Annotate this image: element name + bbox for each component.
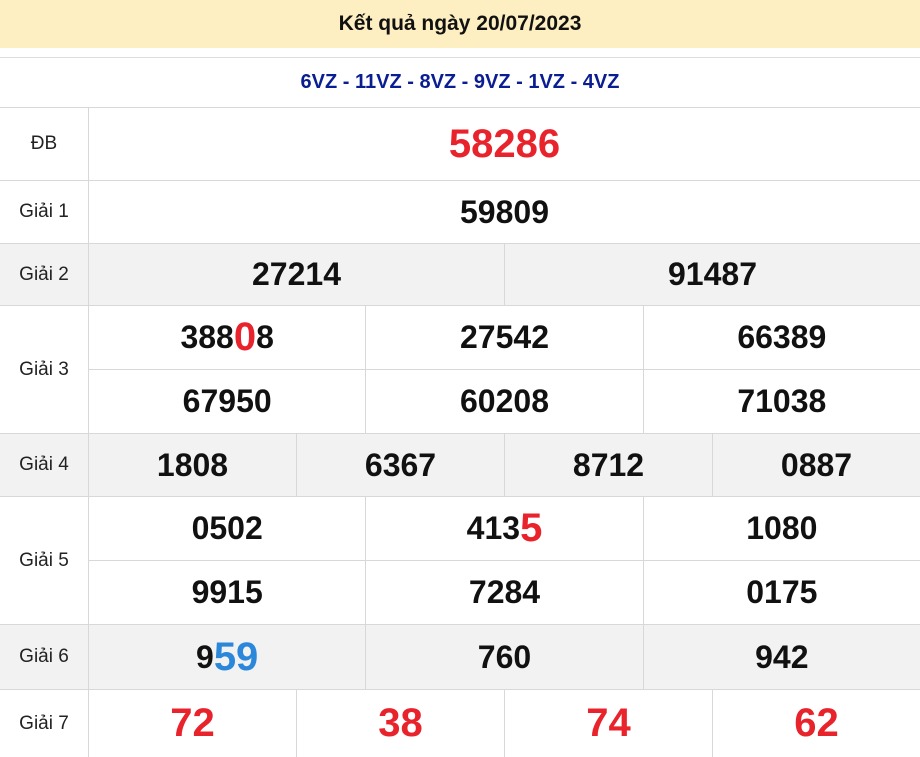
prize-label: Giải 6 <box>0 625 89 689</box>
prize-label: Giải 3 <box>0 306 89 433</box>
prize-row-db: ĐB 58286 <box>0 107 920 180</box>
prize-number: 62 <box>712 690 920 757</box>
prize-label: Giải 7 <box>0 690 89 757</box>
special-prize-number: 58286 <box>448 121 561 166</box>
prize-number: 8712 <box>504 434 712 496</box>
prize-label: Giải 1 <box>0 181 89 243</box>
prize-number: 9915 <box>191 574 263 610</box>
prize-number: 1080 <box>642 497 920 560</box>
prize-label: Giải 2 <box>0 244 89 305</box>
prize-row-g5: Giải 5 0502 413 5 1080 9915 7284 0175 <box>0 496 920 624</box>
results-date-title: Kết quả ngày 20/07/2023 <box>0 0 920 48</box>
prize-number: 6367 <box>296 434 504 496</box>
prize-number: 0175 <box>642 561 920 624</box>
highlight-digit: 5 <box>520 506 543 550</box>
highlight-digits: 59 <box>213 634 259 679</box>
prize-number: 9 59 <box>196 634 259 679</box>
prize-number: 74 <box>504 690 712 757</box>
prize-number: 67950 <box>182 383 272 419</box>
prize-number: 0887 <box>712 434 920 496</box>
prize-row-g1: Giải 1 59809 <box>0 180 920 243</box>
prize-number: 0502 <box>191 510 263 546</box>
prize-number: 59809 <box>460 193 549 230</box>
prize-number: 38 <box>296 690 504 757</box>
prize-number: 760 <box>365 625 642 689</box>
prize-number: 27214 <box>252 256 341 292</box>
prize-label: ĐB <box>0 108 89 180</box>
prize-row-g4: Giải 4 1808 6367 8712 0887 <box>0 433 920 496</box>
prize-number: 91487 <box>504 244 920 305</box>
prize-row-g2: Giải 2 27214 91487 <box>0 243 920 305</box>
prize-row-g7: Giải 7 72 38 74 62 <box>0 689 920 757</box>
prize-number: 71038 <box>642 370 920 433</box>
prize-label: Giải 5 <box>0 497 89 624</box>
draw-codes: 6VZ - 11VZ - 8VZ - 9VZ - 1VZ - 4VZ <box>0 57 920 107</box>
prize-number: 413 5 <box>365 497 642 560</box>
prize-number: 72 <box>170 701 215 745</box>
prize-number: 388 0 8 <box>180 315 274 359</box>
prize-number: 27542 <box>365 306 642 369</box>
prize-row-g6: Giải 6 9 59 760 942 <box>0 624 920 689</box>
prize-label: Giải 4 <box>0 434 89 496</box>
prize-number: 942 <box>642 625 920 689</box>
prize-number: 66389 <box>642 306 920 369</box>
prize-number: 1808 <box>156 446 229 483</box>
highlight-digit: 0 <box>233 315 257 359</box>
prize-number: 60208 <box>365 370 642 433</box>
prize-row-g3: Giải 3 388 0 8 27542 66389 67950 60208 710… <box>0 305 920 433</box>
prize-number: 7284 <box>365 561 642 624</box>
